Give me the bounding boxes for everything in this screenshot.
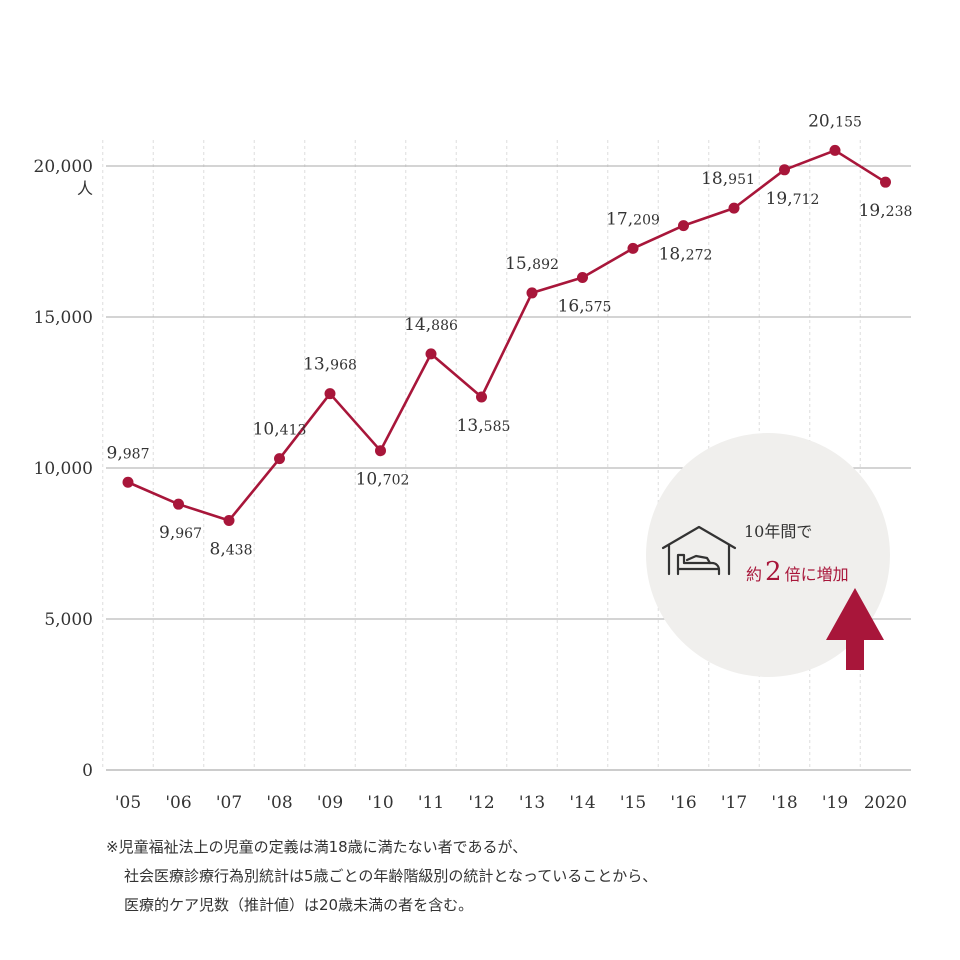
data-point: [223, 514, 235, 526]
callout: 10年間で 約 2 倍に増加: [646, 433, 890, 677]
data-point: [728, 202, 740, 214]
y-tick-label: 5,000: [44, 610, 93, 630]
up-arrow-icon: [826, 588, 884, 670]
y-tick-label: 15,000: [34, 308, 93, 328]
x-tick-label: '17: [721, 793, 747, 813]
x-tick-label: '09: [317, 793, 343, 813]
data-point: [779, 164, 790, 176]
x-tick-label: '12: [468, 793, 494, 813]
data-label: 19,238: [859, 201, 913, 221]
callout-line2: 約 2 倍に増加: [746, 557, 849, 587]
y-tick-label: 10,000: [34, 459, 93, 479]
data-label: 17,209: [606, 209, 660, 229]
data-point: [627, 242, 639, 254]
data-point: [476, 391, 487, 403]
x-axis-tick-labels: '05 '06 '07 '08 '09 '10 '11 '12 '13 '14 '15 '16 '17 '…: [115, 793, 907, 813]
data-point: [375, 445, 386, 457]
data-label: 20,155: [808, 111, 862, 131]
series-line: [127, 149, 887, 522]
x-tick-label: '11: [418, 793, 444, 813]
y-axis-tick-labels: 0 5,000 10,000 15,000 20,000: [34, 157, 93, 781]
footnote: ※児童福祉法上の児童の定義は満18歳に満たない者であるが、 社会医療診療行為別統…: [106, 833, 926, 920]
x-tick-label: '16: [670, 793, 696, 813]
callout-line1: 10年間で: [744, 522, 812, 541]
footnote-line2: 社会医療診療行為別統計は5歳ごとの年齢階級別の統計となっていることから、: [124, 867, 658, 885]
y-axis-unit-label: 人: [77, 179, 93, 198]
x-tick-label: '14: [569, 793, 595, 813]
data-point: [425, 348, 437, 360]
data-label: 8,438: [210, 539, 253, 559]
data-point: [678, 220, 689, 232]
data-point: [577, 272, 588, 284]
footnote-line3: 医療的ケア児数（推計値）は20歳未満の者を含む。: [124, 896, 474, 914]
data-labels: 9,987 9,967 8,438 10,413 13,968 10,702 14,886 1…: [107, 111, 913, 559]
callout-circle: [646, 433, 890, 677]
callout-prefix: 約: [746, 565, 762, 584]
data-point: [880, 176, 891, 188]
data-point: [122, 476, 134, 488]
data-point: [829, 144, 841, 156]
data-label: 10,702: [356, 470, 410, 490]
callout-number: 2: [765, 557, 782, 587]
x-tick-label: '08: [266, 793, 292, 813]
footnote-line1: ※児童福祉法上の児童の定義は満18歳に満たない者であるが、: [106, 838, 528, 856]
x-tick-label: '15: [620, 793, 646, 813]
x-tick-label: '05: [115, 793, 141, 813]
data-label: 15,892: [505, 254, 559, 274]
x-tick-label: '19: [822, 793, 848, 813]
y-tick-label: 0: [82, 761, 93, 781]
x-tick-label: '18: [771, 793, 797, 813]
data-point: [173, 498, 184, 510]
y-tick-label: 20,000: [34, 157, 93, 177]
data-label: 9,967: [159, 523, 202, 543]
data-label: 9,987: [107, 443, 150, 463]
data-label: 13,585: [457, 416, 511, 436]
data-label: 10,413: [253, 420, 307, 440]
data-label: 16,575: [558, 297, 612, 317]
x-tick-label: '07: [216, 793, 242, 813]
data-point: [274, 453, 285, 465]
x-tick-label: '06: [165, 793, 191, 813]
x-tick-label: 2020: [864, 793, 907, 813]
data-label: 13,968: [303, 355, 357, 375]
data-label: 19,712: [766, 189, 820, 209]
callout-suffix: 倍に増加: [785, 565, 849, 584]
data-label: 18,272: [659, 245, 713, 265]
x-tick-label: '13: [519, 793, 545, 813]
data-point: [324, 388, 336, 400]
data-points: [122, 144, 891, 526]
x-tick-label: '10: [367, 793, 393, 813]
house-bed-icon: [661, 525, 737, 576]
data-point: [526, 287, 538, 299]
data-label: 14,886: [404, 315, 458, 335]
series-polyline: [127, 149, 887, 522]
data-label: 18,951: [701, 169, 755, 189]
